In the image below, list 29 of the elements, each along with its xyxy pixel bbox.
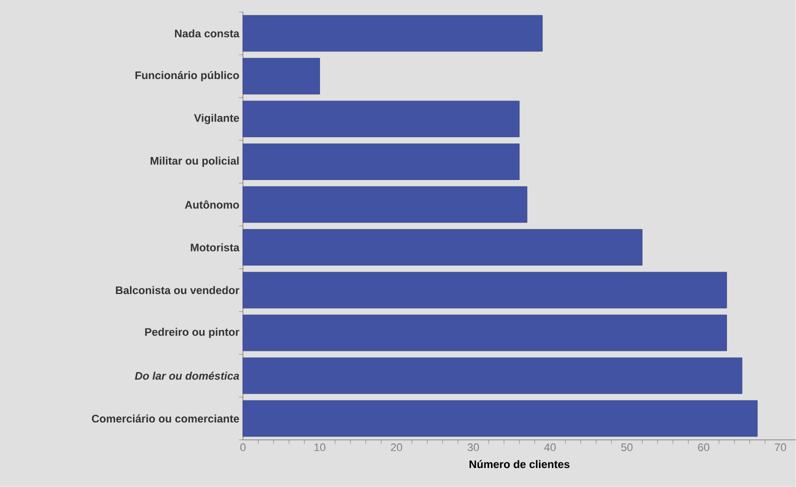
y-tick-label: Do lar ou doméstica bbox=[134, 372, 240, 380]
y-tick-label: Militar ou policial bbox=[150, 156, 239, 167]
x-tick-label: 60 bbox=[698, 443, 710, 452]
x-axis-title: Número de clientes bbox=[470, 460, 570, 468]
y-tick-label: Funcionário público bbox=[135, 71, 239, 82]
y-tick-label: Comerciário ou comerciante bbox=[92, 414, 240, 423]
x-tick-label: 30 bbox=[468, 443, 479, 452]
y-tick-label: Autônomo bbox=[184, 200, 239, 209]
y-tick-label: Vigilante bbox=[194, 114, 240, 124]
bar bbox=[242, 229, 642, 266]
x-tick-label: 10 bbox=[314, 443, 326, 452]
bar bbox=[242, 58, 320, 94]
y-tick-label: Motorista bbox=[190, 243, 240, 252]
y-tick-label: Pedreiro ou pintor bbox=[145, 328, 240, 338]
x-tick-label: 0 bbox=[240, 443, 246, 452]
bar bbox=[242, 358, 742, 394]
bar bbox=[242, 314, 727, 352]
x-tick-label: 20 bbox=[390, 443, 402, 452]
bar bbox=[242, 400, 758, 437]
y-tick-label: Nada consta bbox=[175, 29, 240, 38]
bar bbox=[242, 272, 727, 308]
bar bbox=[242, 144, 520, 180]
bar bbox=[242, 15, 543, 52]
x-tick-label: 70 bbox=[774, 443, 786, 452]
bar bbox=[242, 186, 528, 223]
y-tick-label: Balconista ou vendedor bbox=[116, 286, 240, 294]
bar bbox=[242, 100, 520, 138]
x-tick-label: 40 bbox=[544, 443, 556, 452]
x-tick-label: 50 bbox=[621, 443, 633, 452]
